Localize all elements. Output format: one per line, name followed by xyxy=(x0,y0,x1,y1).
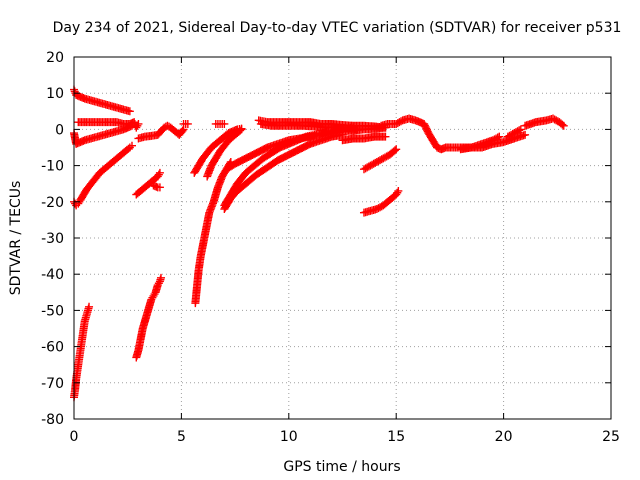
y-tick-label: 10 xyxy=(46,86,64,102)
data-points xyxy=(70,85,568,402)
data-point xyxy=(390,146,399,155)
series-arc-e xyxy=(74,118,143,132)
y-tick-label: 20 xyxy=(46,50,64,66)
x-axis-label: GPS time / hours xyxy=(283,459,400,475)
series-arc-b xyxy=(70,141,136,210)
data-point xyxy=(85,302,94,311)
data-point xyxy=(493,133,502,142)
series-arc-w xyxy=(377,114,530,154)
series-arc-t xyxy=(338,132,390,145)
data-point xyxy=(394,186,403,195)
series-arc-v xyxy=(359,186,403,217)
data-point xyxy=(155,183,164,192)
series-arc-z xyxy=(521,114,568,130)
x-tick-label: 20 xyxy=(495,429,513,445)
series-arc-d xyxy=(70,85,134,116)
series-arc-s xyxy=(256,119,362,134)
x-tick-label: 0 xyxy=(70,429,79,445)
chart-title: Day 234 of 2021, Sidereal Day-to-day VTE… xyxy=(53,20,622,36)
series-arc-m xyxy=(203,125,246,181)
data-point xyxy=(521,130,530,139)
series-arc-a xyxy=(70,302,94,402)
y-tick-label: -50 xyxy=(41,303,64,319)
data-point xyxy=(236,126,245,135)
axis-ticks: 0 5 10 15 20 25 -80 -70 -60 -50 -40 -30 -20 -10 0 10 20 xyxy=(41,50,620,445)
y-axis-label: SDTVAR / TECUs xyxy=(8,181,24,296)
data-point xyxy=(353,125,362,134)
series-arc-f xyxy=(132,273,165,362)
y-tick-label: -70 xyxy=(41,376,64,392)
y-tick-label: -60 xyxy=(41,340,64,356)
y-tick-label: 0 xyxy=(55,122,64,138)
x-tick-label: 25 xyxy=(602,429,620,445)
data-point xyxy=(156,273,165,282)
grid-lines xyxy=(74,57,611,419)
y-tick-label: -10 xyxy=(41,159,64,175)
series-arc-n xyxy=(211,119,229,128)
data-point xyxy=(134,119,143,128)
series-arc-u xyxy=(359,145,401,174)
data-point xyxy=(393,188,402,197)
data-point xyxy=(515,126,524,135)
series-arc-j xyxy=(179,119,192,128)
series-arc-l xyxy=(190,124,246,177)
data-point xyxy=(559,121,568,130)
y-tick-label: -40 xyxy=(41,267,64,283)
series-arc-k xyxy=(191,157,235,308)
series-arc-h xyxy=(149,181,164,192)
series-arc-y xyxy=(503,125,525,141)
series-arc-i xyxy=(134,121,188,143)
data-point xyxy=(237,125,246,134)
data-point xyxy=(154,279,163,288)
data-point xyxy=(558,120,567,129)
data-point xyxy=(133,121,142,130)
series-arc-x xyxy=(456,132,504,154)
x-tick-label: 5 xyxy=(177,429,186,445)
data-point xyxy=(155,168,164,177)
data-point xyxy=(127,141,136,150)
data-point xyxy=(392,145,401,154)
y-tick-label: -80 xyxy=(41,412,64,428)
data-point xyxy=(516,125,525,134)
data-point xyxy=(381,132,390,141)
data-point xyxy=(183,119,192,128)
data-point xyxy=(178,126,187,135)
data-point xyxy=(154,170,163,179)
x-tick-label: 10 xyxy=(280,429,298,445)
data-point xyxy=(70,87,79,96)
data-point xyxy=(220,119,229,128)
y-tick-label: -20 xyxy=(41,195,64,211)
data-point xyxy=(495,132,504,141)
data-point xyxy=(125,107,134,116)
x-tick-label: 15 xyxy=(387,429,405,445)
y-tick-label: -30 xyxy=(41,231,64,247)
series-arc-g xyxy=(132,168,164,199)
